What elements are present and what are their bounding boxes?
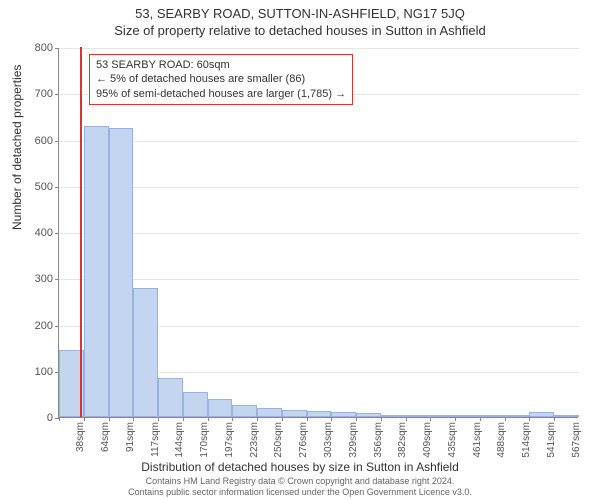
plot-area: 010020030040050060070080038sqm64sqm91sqm…: [58, 48, 578, 418]
histogram-bar: [84, 126, 109, 417]
xtick-mark: [84, 417, 85, 421]
xtick-mark: [133, 417, 134, 421]
info-box-line: ← 5% of detached houses are smaller (86): [96, 72, 346, 86]
ytick-mark: [55, 279, 59, 280]
histogram-bar: [232, 405, 257, 417]
xtick-label: 567sqm: [571, 422, 582, 458]
footer-line-2: Contains public sector information licen…: [0, 487, 600, 498]
xtick-label: 329sqm: [348, 422, 359, 458]
xtick-mark: [158, 417, 159, 421]
ytick-mark: [55, 326, 59, 327]
page-title: 53, SEARBY ROAD, SUTTON-IN-ASHFIELD, NG1…: [0, 0, 600, 21]
ytick-label: 500: [23, 181, 53, 193]
histogram-bar: [109, 128, 134, 417]
xtick-mark: [455, 417, 456, 421]
xtick-label: 382sqm: [397, 422, 408, 458]
xtick-label: 276sqm: [298, 422, 309, 458]
ytick-label: 600: [23, 135, 53, 147]
histogram-bar: [554, 415, 579, 417]
histogram-bar: [381, 415, 406, 417]
xtick-label: 117sqm: [150, 422, 161, 457]
footer-attribution: Contains HM Land Registry data © Crown c…: [0, 476, 600, 498]
xtick-label: 250sqm: [273, 422, 284, 458]
histogram-bar: [208, 399, 233, 418]
gridline: [59, 141, 579, 142]
ytick-mark: [55, 187, 59, 188]
xtick-label: 223sqm: [249, 422, 260, 458]
histogram-bar: [257, 408, 282, 417]
xtick-label: 91sqm: [125, 422, 136, 452]
xtick-mark: [529, 417, 530, 421]
page-subtitle: Size of property relative to detached ho…: [0, 21, 600, 38]
chart-container: 53, SEARBY ROAD, SUTTON-IN-ASHFIELD, NG1…: [0, 0, 600, 500]
xtick-label: 64sqm: [100, 422, 111, 452]
ytick-mark: [55, 94, 59, 95]
chart-area: 010020030040050060070080038sqm64sqm91sqm…: [58, 48, 578, 418]
ytick-label: 300: [23, 273, 53, 285]
x-axis-label: Distribution of detached houses by size …: [0, 460, 600, 474]
histogram-bar: [406, 415, 431, 417]
xtick-label: 514sqm: [521, 422, 532, 458]
histogram-bar: [480, 415, 505, 417]
ytick-mark: [55, 233, 59, 234]
xtick-label: 38sqm: [75, 422, 86, 452]
histogram-bar: [356, 413, 381, 417]
ytick-label: 800: [23, 42, 53, 54]
xtick-label: 303sqm: [323, 422, 334, 458]
xtick-label: 488sqm: [496, 422, 507, 458]
histogram-bar: [307, 411, 332, 417]
xtick-mark: [307, 417, 308, 421]
xtick-label: 356sqm: [373, 422, 384, 458]
histogram-bar: [430, 415, 455, 417]
xtick-label: 170sqm: [199, 422, 210, 458]
histogram-bar: [505, 415, 530, 417]
footer-line-1: Contains HM Land Registry data © Crown c…: [0, 476, 600, 487]
xtick-label: 461sqm: [472, 422, 483, 458]
ytick-label: 700: [23, 88, 53, 100]
xtick-mark: [480, 417, 481, 421]
xtick-mark: [257, 417, 258, 421]
xtick-mark: [554, 417, 555, 421]
xtick-label: 144sqm: [174, 422, 185, 458]
info-box-line: 53 SEARBY ROAD: 60sqm: [96, 58, 346, 72]
ytick-label: 200: [23, 320, 53, 332]
ytick-label: 0: [23, 412, 53, 424]
ytick-mark: [55, 48, 59, 49]
xtick-mark: [381, 417, 382, 421]
xtick-mark: [232, 417, 233, 421]
histogram-bar: [133, 288, 158, 418]
xtick-mark: [282, 417, 283, 421]
xtick-mark: [208, 417, 209, 421]
gridline: [59, 279, 579, 280]
xtick-mark: [430, 417, 431, 421]
histogram-bar: [455, 415, 480, 417]
xtick-label: 435sqm: [447, 422, 458, 458]
ytick-label: 400: [23, 227, 53, 239]
histogram-bar: [529, 412, 554, 417]
gridline: [59, 187, 579, 188]
xtick-label: 541sqm: [546, 422, 557, 458]
gridline: [59, 48, 579, 49]
xtick-mark: [406, 417, 407, 421]
property-marker-line: [80, 47, 82, 417]
histogram-bar: [282, 410, 307, 417]
ytick-label: 100: [23, 366, 53, 378]
xtick-mark: [331, 417, 332, 421]
histogram-bar: [331, 412, 356, 417]
xtick-mark: [109, 417, 110, 421]
y-axis-label: Number of detached properties: [10, 65, 24, 230]
xtick-mark: [59, 417, 60, 421]
info-box-line: 95% of semi-detached houses are larger (…: [96, 87, 346, 101]
info-box: 53 SEARBY ROAD: 60sqm← 5% of detached ho…: [89, 54, 353, 105]
histogram-bar: [183, 392, 208, 417]
xtick-label: 197sqm: [224, 422, 235, 458]
gridline: [59, 233, 579, 234]
ytick-mark: [55, 141, 59, 142]
histogram-bar: [158, 378, 183, 417]
xtick-mark: [183, 417, 184, 421]
xtick-label: 409sqm: [422, 422, 433, 458]
xtick-mark: [356, 417, 357, 421]
xtick-mark: [505, 417, 506, 421]
